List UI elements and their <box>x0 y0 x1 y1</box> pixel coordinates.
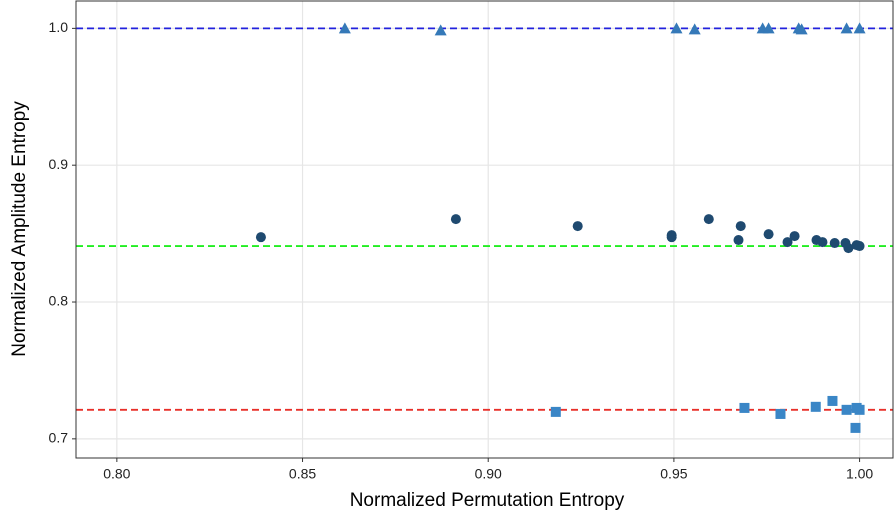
x-tick-label: 0.95 <box>660 466 687 482</box>
point <box>854 241 865 252</box>
point <box>739 402 750 413</box>
point <box>795 23 808 35</box>
point <box>450 214 461 225</box>
x-tick-label: 0.80 <box>103 466 130 482</box>
point <box>733 235 744 246</box>
point <box>255 232 266 243</box>
point <box>434 24 447 36</box>
point <box>775 408 786 419</box>
x-tick-label: 1.00 <box>846 466 873 482</box>
point <box>762 22 775 34</box>
x-tick-label: 0.90 <box>475 466 502 482</box>
point <box>817 237 828 248</box>
point <box>854 404 865 415</box>
point <box>840 22 853 34</box>
point <box>572 221 583 232</box>
point <box>827 395 838 406</box>
point <box>789 231 800 242</box>
y-axis-title: Normalized Amplitude Entropy <box>9 101 30 357</box>
point <box>666 232 677 243</box>
x-axis-title: Normalized Permutation Entropy <box>350 490 625 511</box>
point <box>841 404 852 415</box>
point <box>782 237 793 248</box>
point <box>735 221 746 232</box>
point <box>810 401 821 412</box>
point <box>763 229 774 240</box>
point <box>688 23 701 35</box>
y-tick-label: 0.7 <box>49 430 69 446</box>
y-tick-label: 0.9 <box>49 156 69 172</box>
point <box>703 214 714 225</box>
point <box>338 22 351 34</box>
plot-frame <box>75 0 894 459</box>
point <box>829 238 840 249</box>
point <box>670 22 683 34</box>
point <box>550 406 561 417</box>
y-tick-label: 1.0 <box>49 19 69 35</box>
point <box>843 243 854 254</box>
x-tick-label: 0.85 <box>289 466 316 482</box>
point <box>850 422 861 433</box>
point <box>853 22 866 34</box>
y-tick-label: 0.8 <box>49 293 69 309</box>
